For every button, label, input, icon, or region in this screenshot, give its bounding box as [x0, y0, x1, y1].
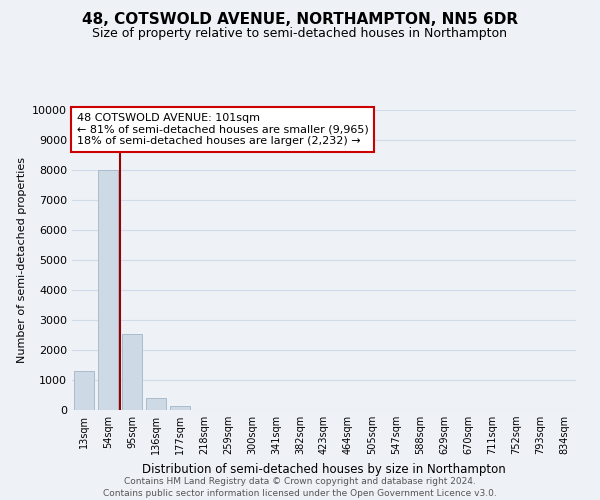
- Bar: [146, 398, 166, 410]
- Bar: [74, 371, 94, 410]
- Text: 48 COTSWOLD AVENUE: 101sqm
← 81% of semi-detached houses are smaller (9,965)
18%: 48 COTSWOLD AVENUE: 101sqm ← 81% of semi…: [77, 113, 369, 146]
- Bar: [170, 406, 190, 410]
- X-axis label: Distribution of semi-detached houses by size in Northampton: Distribution of semi-detached houses by …: [142, 462, 506, 475]
- Text: Size of property relative to semi-detached houses in Northampton: Size of property relative to semi-detach…: [92, 28, 508, 40]
- Bar: [98, 170, 118, 410]
- Y-axis label: Number of semi-detached properties: Number of semi-detached properties: [17, 157, 26, 363]
- Text: 48, COTSWOLD AVENUE, NORTHAMPTON, NN5 6DR: 48, COTSWOLD AVENUE, NORTHAMPTON, NN5 6D…: [82, 12, 518, 28]
- Text: Contains HM Land Registry data © Crown copyright and database right 2024.
Contai: Contains HM Land Registry data © Crown c…: [103, 476, 497, 498]
- Bar: [122, 334, 142, 410]
